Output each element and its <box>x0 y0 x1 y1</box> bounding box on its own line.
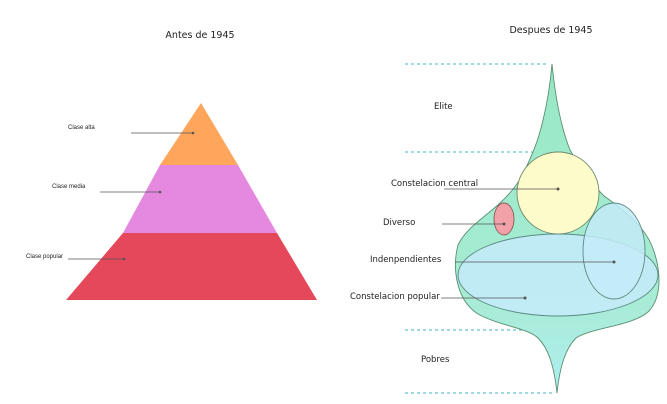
clase-media-dot <box>158 190 162 194</box>
diverso-dot <box>502 222 506 226</box>
constelacion-central-dot <box>556 187 560 191</box>
clase-media-label: Clase media <box>52 184 86 190</box>
clase-media-tier <box>123 165 277 233</box>
clase-popular-label: Clase popular <box>26 254 63 260</box>
constelacion-popular-label: Constelacion popular <box>350 292 440 302</box>
pyramid-diagram: Antes de 1945 Clase alta Clase media Cla… <box>26 30 317 300</box>
post-1945-diagram: Despues de 1945 Elite Constelacion centr… <box>350 25 660 394</box>
constelacion-central-label: Constelacion central <box>391 179 478 189</box>
clase-alta-tier <box>160 103 238 165</box>
clase-popular-tier <box>66 233 317 300</box>
diverso-label: Diverso <box>383 218 415 228</box>
diverso-ellipse <box>493 202 515 236</box>
pyramid-title: Antes de 1945 <box>165 30 234 41</box>
post-1945-title: Despues de 1945 <box>509 25 592 36</box>
constelacion-central-circle <box>516 151 600 235</box>
elite-label: Elite <box>434 102 453 112</box>
clase-alta-label: Clase alta <box>68 125 95 131</box>
constelacion-popular-dot <box>523 296 527 300</box>
clase-alta-dot <box>191 131 195 135</box>
independientes-ellipse <box>582 202 646 300</box>
independientes-dot <box>612 260 616 264</box>
clase-popular-dot <box>122 257 126 261</box>
pobres-label: Pobres <box>421 355 450 365</box>
independientes-label: Indenpendientes <box>370 255 442 265</box>
